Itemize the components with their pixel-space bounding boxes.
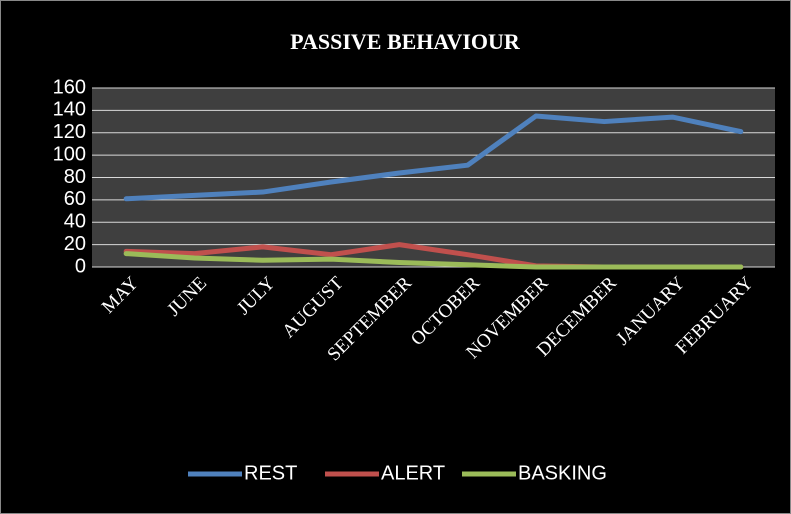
- y-tick-label: 20: [64, 233, 86, 255]
- y-tick-label: 80: [64, 166, 86, 188]
- y-tick-label: 60: [64, 188, 86, 210]
- line-series: [123, 113, 744, 202]
- chart-title: PASSIVE BEHAVIOUR: [290, 29, 521, 54]
- legend-label: BASKING: [518, 462, 607, 484]
- line-series: [123, 251, 744, 270]
- y-tick-label: 40: [64, 211, 86, 233]
- legend-label: ALERT: [381, 462, 445, 484]
- y-tick-label: 160: [53, 76, 86, 98]
- legend-label: REST: [244, 462, 297, 484]
- y-tick-label: 140: [53, 99, 86, 121]
- y-tick-label: 0: [75, 255, 86, 277]
- y-tick-label: 100: [53, 143, 86, 165]
- y-tick-label: 120: [53, 121, 86, 143]
